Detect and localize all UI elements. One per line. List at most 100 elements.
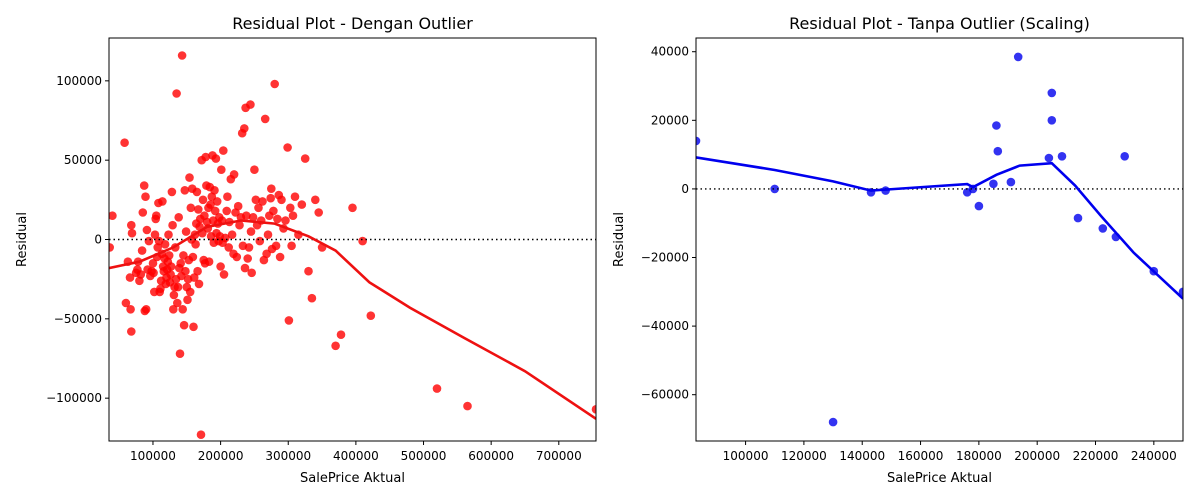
chart-left-point: [194, 279, 204, 289]
chart-left-point: [223, 192, 232, 201]
chart-left-point: [233, 201, 243, 211]
chart-left-point: [198, 195, 208, 205]
chart-left-point: [142, 225, 152, 235]
chart-left-point: [181, 266, 190, 276]
chart-left-trend-line: [109, 219, 596, 420]
chart-left-point: [179, 320, 189, 330]
chart-right-point: [828, 417, 838, 427]
chart-left-point: [177, 51, 187, 60]
chart-left-point: [246, 100, 255, 109]
chart-left-point: [160, 240, 170, 249]
chart-left-point: [281, 216, 290, 225]
chart-left-point: [189, 322, 198, 332]
chart-left-point: [216, 262, 225, 271]
chart-left-point: [210, 206, 220, 216]
chart-right-point: [1047, 116, 1057, 125]
chart-right-ytick-label: −40000: [641, 319, 689, 333]
chart-left-xtick-label: 600000: [468, 449, 514, 463]
chart-left-point: [109, 243, 114, 252]
chart-right-title: Residual Plot - Tanpa Outlier (Scaling): [789, 14, 1090, 33]
chart-right-point: [1047, 88, 1057, 98]
chart-left-point: [224, 243, 233, 252]
chart-left-point: [432, 384, 442, 393]
chart-left-point: [176, 259, 185, 268]
chart-left-point: [166, 262, 176, 271]
chart-left-point: [180, 186, 190, 195]
chart-left-point: [260, 114, 270, 124]
chart-right-point: [1006, 177, 1016, 187]
chart-right-point: [1120, 152, 1129, 161]
chart-left-point: [173, 282, 183, 292]
chart-left-xtick-label: 400000: [333, 449, 379, 463]
chart-left-point: [273, 214, 282, 224]
chart-left-point: [463, 401, 472, 411]
chart-left-point: [127, 228, 137, 238]
chart-left-point: [126, 305, 135, 314]
chart-left-point: [240, 263, 250, 273]
chart-left-point: [358, 236, 367, 246]
chart-left-point: [271, 241, 281, 251]
chart-left-point: [263, 230, 273, 239]
chart-left-point: [217, 165, 226, 174]
chart-left-xtick-label: 500000: [401, 449, 447, 463]
chart-right-xtick-label: 100000: [723, 449, 769, 463]
chart-left-point: [188, 252, 198, 262]
chart-left-point: [194, 205, 203, 214]
chart-right-ytick-label: −20000: [641, 251, 689, 265]
chart-left-point: [286, 203, 295, 213]
chart-right-xtick-label: 180000: [956, 449, 1002, 463]
chart-left-ytick-label: −50000: [54, 312, 102, 326]
chart-right-xlabel: SalePrice Aktual: [887, 471, 992, 486]
chart-left-point: [311, 195, 320, 205]
chart-left-point: [331, 341, 340, 351]
chart-left-point: [152, 211, 161, 220]
chart-left-point: [229, 170, 239, 179]
chart-left-point: [212, 197, 222, 206]
chart-left-point: [167, 187, 177, 197]
chart-left-point: [266, 193, 276, 203]
chart-left-point: [125, 273, 135, 282]
chart-left-point: [275, 252, 285, 262]
chart-left-point: [222, 206, 231, 216]
chart-right-xtick-label: 200000: [1014, 449, 1060, 463]
chart-right-ytick-label: −60000: [641, 388, 689, 402]
chart-left-point: [139, 181, 149, 190]
chart-left-point: [174, 213, 183, 222]
chart-right-trend-line: [696, 156, 1183, 300]
chart-left-ytick-label: −100000: [46, 391, 102, 405]
chart-left-point: [290, 192, 300, 201]
chart-right-xtick-label: 120000: [781, 449, 827, 463]
chart-left-point: [169, 290, 179, 300]
chart-left-point: [137, 246, 147, 255]
chart-left-point: [175, 349, 185, 359]
chart-left-xtick-label: 200000: [198, 449, 244, 463]
chart-left-point: [284, 316, 294, 325]
chart-left-point: [219, 270, 229, 279]
chart-left-point: [251, 195, 261, 205]
chart-left-point: [288, 211, 298, 220]
chart-left-ytick-label: 100000: [56, 74, 102, 88]
chart-right-ytick-label: 0: [681, 182, 689, 196]
chart-left-point: [169, 305, 178, 314]
chart-right-point: [770, 184, 779, 194]
chart-left-point: [287, 241, 296, 251]
chart-left-point: [185, 173, 194, 182]
chart-left-point: [127, 327, 136, 336]
chart-left-point: [181, 227, 191, 236]
chart-left-point: [178, 305, 187, 314]
chart-left-point: [150, 230, 160, 239]
chart-left-point: [235, 220, 244, 230]
chart-left-point: [186, 203, 196, 213]
chart-left-xtick-label: 700000: [536, 449, 582, 463]
chart-left-point: [250, 165, 259, 174]
chart-left-point: [267, 184, 276, 193]
chart-right-point: [974, 201, 984, 211]
chart-left-point: [168, 220, 177, 230]
chart-left-point: [158, 197, 167, 206]
chart-right-point: [989, 179, 998, 189]
chart-left-point: [348, 203, 357, 213]
chart-left-point: [219, 146, 228, 155]
chart-left-xtick-label: 300000: [265, 449, 311, 463]
chart-left-point: [244, 243, 254, 252]
